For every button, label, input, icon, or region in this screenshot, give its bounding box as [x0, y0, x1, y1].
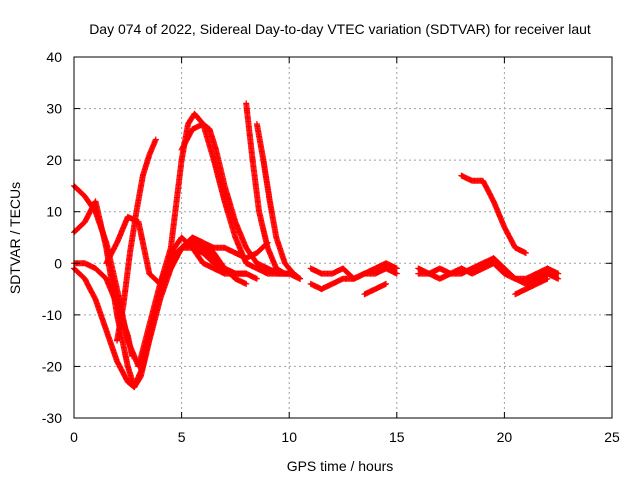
x-tick-label: 25: [604, 429, 620, 445]
x-tick-label: 0: [70, 429, 78, 445]
y-axis-label: SDTVAR / TECUs: [7, 182, 23, 294]
series-arc-14: [361, 280, 389, 298]
series-arc-8: [178, 121, 303, 282]
series-arc-18: [458, 172, 529, 256]
plot-border: [73, 56, 613, 419]
data-point: [243, 280, 250, 287]
x-tick-label: 5: [178, 429, 186, 445]
data-point: [253, 275, 260, 282]
axes: [73, 56, 613, 419]
x-tick-label: 20: [497, 429, 513, 445]
data-point: [296, 275, 302, 281]
data-point: [129, 353, 136, 360]
grid-lines: [74, 57, 612, 418]
series-arc-9: [189, 234, 250, 287]
y-tick-label: 30: [46, 101, 62, 117]
y-tick-label: 40: [46, 49, 62, 65]
y-tick-label: 0: [54, 255, 62, 271]
series-arc-5: [114, 136, 159, 344]
x-axis-label: GPS time / hours: [287, 458, 394, 474]
data-points: [71, 100, 562, 391]
y-tick-label: 10: [46, 204, 62, 220]
series-arc-13: [307, 265, 400, 293]
chart-title: Day 074 of 2022, Sidereal Day-to-day VTE…: [89, 21, 591, 37]
data-point: [152, 136, 159, 143]
x-tick-label: 15: [389, 429, 405, 445]
series-arc-11: [253, 121, 303, 282]
data-point: [297, 275, 303, 282]
y-tick-label: -20: [42, 358, 62, 374]
y-tick-label: -30: [42, 410, 62, 426]
x-tick-label: 10: [281, 429, 297, 445]
y-tick-label: 20: [46, 152, 62, 168]
y-tick-label: -10: [42, 307, 62, 323]
